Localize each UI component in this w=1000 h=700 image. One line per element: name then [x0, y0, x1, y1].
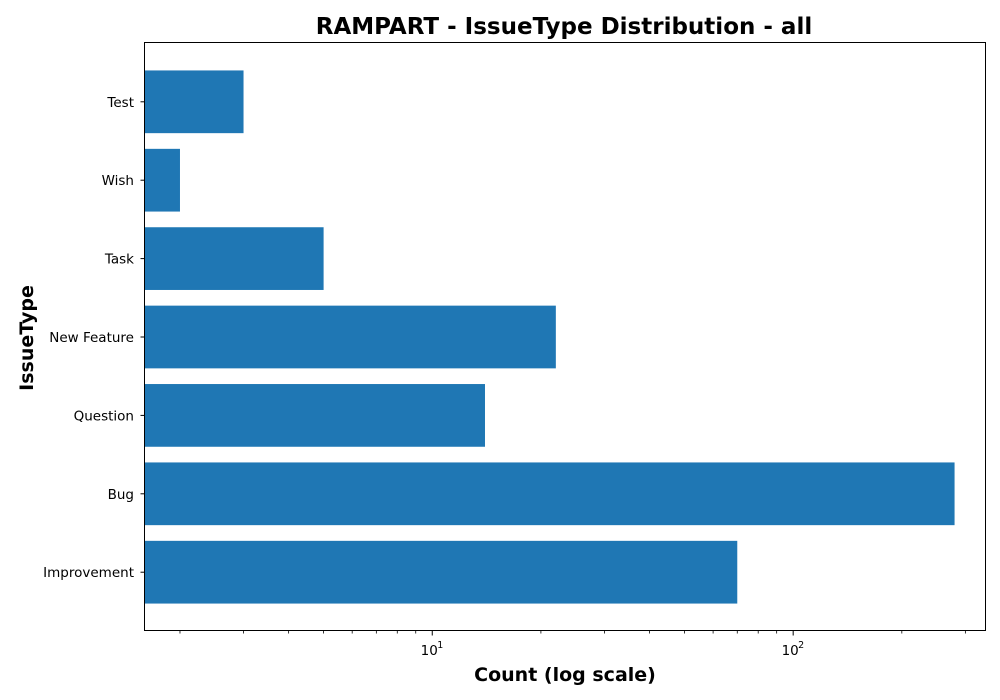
x-tick-label: 10 — [782, 643, 799, 659]
bar-wish — [145, 148, 180, 212]
x-axis: 10 1 10 2 — [179, 631, 966, 659]
x-tick-label: 10 — [421, 643, 438, 659]
x-tick-exponent: 1 — [437, 640, 443, 651]
bar-test — [145, 70, 244, 134]
bar-improvement — [145, 540, 738, 604]
y-tick-label: Question — [74, 408, 134, 424]
bars-group — [145, 70, 955, 604]
y-tick-label: New Feature — [49, 330, 134, 346]
y-axis-label: IssueType — [16, 285, 38, 391]
bar-bug — [145, 462, 955, 526]
x-axis-label: Count (log scale) — [474, 664, 656, 686]
y-axis: Improvement Bug Question New Feature Task Wis… — [43, 95, 145, 581]
y-tick-label: Wish — [102, 173, 134, 189]
chart-title: RAMPART - IssueType Distribution - all — [316, 14, 812, 40]
bar-task — [145, 227, 324, 290]
y-tick-label: Test — [106, 95, 134, 111]
x-tick-exponent: 2 — [798, 640, 804, 651]
bar-question — [145, 384, 485, 447]
y-tick-label: Improvement — [43, 565, 134, 581]
bar-new-feature — [145, 305, 556, 369]
y-tick-label: Bug — [108, 487, 134, 503]
y-tick-label: Task — [104, 252, 134, 268]
